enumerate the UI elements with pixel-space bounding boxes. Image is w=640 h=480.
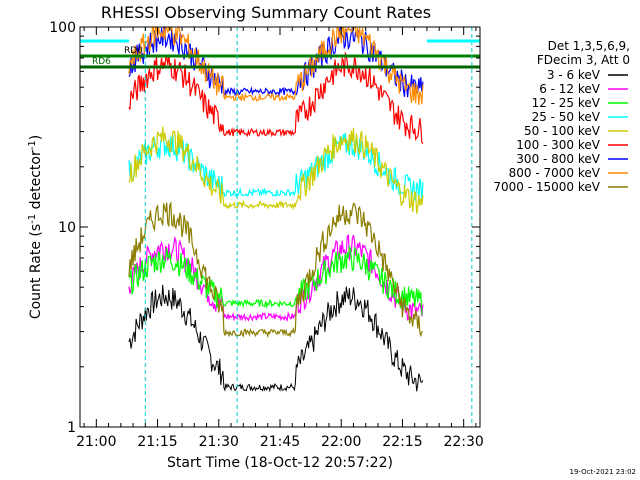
x-tick-label: 22:00 bbox=[321, 434, 361, 450]
annotation-label: RD6 bbox=[92, 57, 111, 67]
x-axis-label: Start Time (18-Oct-12 20:57:22) bbox=[167, 455, 393, 471]
legend-label: 6 - 12 keV bbox=[539, 82, 601, 96]
x-axis: 21:00 21:15 21:30 21:45 22:00 22:15 22:30 bbox=[76, 27, 484, 450]
y-axis: 1 10 100 bbox=[49, 20, 480, 436]
legend-label: 7000 - 15000 keV bbox=[493, 180, 600, 194]
x-tick-label: 21:30 bbox=[199, 434, 239, 450]
y-tick-label: 10 bbox=[58, 220, 76, 236]
legend-label: 100 - 300 keV bbox=[516, 138, 600, 152]
legend-header: FDecim 3, Att 0 bbox=[537, 53, 630, 67]
series-line bbox=[128, 126, 424, 214]
chart-title: RHESSI Observing Summary Count Rates bbox=[101, 3, 431, 22]
series-line bbox=[128, 26, 424, 98]
plot-area: RD0 RD6 bbox=[80, 26, 480, 427]
series-line bbox=[128, 200, 424, 339]
x-tick-label: 21:45 bbox=[260, 434, 300, 450]
series-line bbox=[128, 244, 424, 316]
legend-label: 800 - 7000 keV bbox=[509, 166, 601, 180]
legend-label: 300 - 800 keV bbox=[516, 152, 600, 166]
legend-label: 3 - 6 keV bbox=[547, 68, 601, 82]
annotation-label: RD0 bbox=[124, 46, 143, 56]
y-tick-label: 100 bbox=[49, 20, 76, 36]
x-tick-label: 21:00 bbox=[76, 434, 116, 450]
footer-date: 19-Oct-2021 23:02 bbox=[570, 468, 636, 476]
y-axis-label-group: Count Rate (s-1 detector-1) bbox=[27, 135, 44, 319]
legend-label: 25 - 50 keV bbox=[532, 110, 601, 124]
legend-header: Det 1,3,5,6,9, bbox=[548, 39, 630, 53]
x-tick-label: 21:15 bbox=[137, 434, 177, 450]
legend-label: 50 - 100 keV bbox=[524, 124, 601, 138]
legend: Det 1,3,5,6,9,FDecim 3, Att 03 - 6 keV6 … bbox=[493, 39, 630, 194]
x-tick-label: 22:30 bbox=[443, 434, 483, 450]
y-axis-label: Count Rate (s-1 detector-1) bbox=[27, 135, 44, 319]
series-line bbox=[128, 26, 424, 105]
legend-label: 12 - 25 keV bbox=[532, 96, 601, 110]
series-line bbox=[128, 51, 424, 145]
y-tick-label: 1 bbox=[67, 420, 76, 436]
series-line bbox=[128, 284, 424, 393]
x-tick-label: 22:15 bbox=[382, 434, 422, 450]
